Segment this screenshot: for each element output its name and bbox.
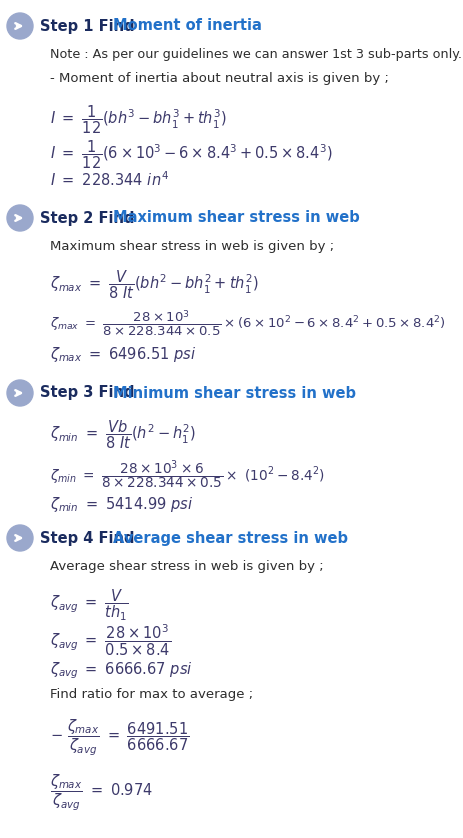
Text: $I \ = \ \dfrac{1}{12}(bh^3 - bh_1^3 + th_1^3)$: $I \ = \ \dfrac{1}{12}(bh^3 - bh_1^3 + t… xyxy=(50,103,227,136)
Text: Minimum shear stress in web: Minimum shear stress in web xyxy=(113,385,356,401)
Circle shape xyxy=(7,13,33,39)
Text: $\zeta_{avg} \ = \ 6666.67 \ psi$: $\zeta_{avg} \ = \ 6666.67 \ psi$ xyxy=(50,660,193,680)
Text: Moment of inertia: Moment of inertia xyxy=(113,18,262,34)
Text: Step 1 Find: Step 1 Find xyxy=(40,18,140,34)
Text: Average shear stress in web: Average shear stress in web xyxy=(113,530,348,546)
Text: Step 3 Find: Step 3 Find xyxy=(40,385,140,401)
Text: Note : As per our guidelines we can answer 1st 3 sub-parts only.: Note : As per our guidelines we can answ… xyxy=(50,48,462,61)
Text: - Moment of inertia about neutral axis is given by ;: - Moment of inertia about neutral axis i… xyxy=(50,72,389,85)
Text: $-\ \dfrac{\zeta_{max}}{\zeta_{avg}} \ = \ \dfrac{6491.51}{6666.67}$: $-\ \dfrac{\zeta_{max}}{\zeta_{avg}} \ =… xyxy=(50,718,189,758)
Circle shape xyxy=(7,525,33,551)
Text: Step 4 Find: Step 4 Find xyxy=(40,530,140,546)
Text: Maximum shear stress in web: Maximum shear stress in web xyxy=(113,210,360,225)
Text: $\zeta_{min} \ = \ 5414.99 \ psi$: $\zeta_{min} \ = \ 5414.99 \ psi$ xyxy=(50,495,194,514)
Text: $\zeta_{max} \ = \ \dfrac{V}{8\ It}(bh^2 - bh_1^2 + th_1^2)$: $\zeta_{max} \ = \ \dfrac{V}{8\ It}(bh^2… xyxy=(50,268,259,301)
Text: $I \ = \ \dfrac{1}{12}(6 \times 10^3 - 6 \times 8.4^3 + 0.5 \times 8.4^3)$: $I \ = \ \dfrac{1}{12}(6 \times 10^3 - 6… xyxy=(50,138,332,171)
Text: $\zeta_{avg} \ = \ \dfrac{28 \times 10^3}{0.5 \times 8.4}$: $\zeta_{avg} \ = \ \dfrac{28 \times 10^3… xyxy=(50,623,171,659)
Circle shape xyxy=(7,380,33,406)
Text: Maximum shear stress in web is given by ;: Maximum shear stress in web is given by … xyxy=(50,240,334,253)
Text: $\zeta_{min} \ = \ \dfrac{Vb}{8\ It}(h^2 - h^2_1)$: $\zeta_{min} \ = \ \dfrac{Vb}{8\ It}(h^2… xyxy=(50,418,196,451)
Circle shape xyxy=(7,205,33,231)
Text: $\zeta_{avg} \ = \ \dfrac{V}{th_1}$: $\zeta_{avg} \ = \ \dfrac{V}{th_1}$ xyxy=(50,588,129,623)
Text: $I \ = \ 228.344 \ in^4$: $I \ = \ 228.344 \ in^4$ xyxy=(50,170,169,189)
Text: Average shear stress in web is given by ;: Average shear stress in web is given by … xyxy=(50,560,324,573)
Text: $\dfrac{\zeta_{max}}{\zeta_{avg}} \ = \ 0.974$: $\dfrac{\zeta_{max}}{\zeta_{avg}} \ = \ … xyxy=(50,773,153,813)
Text: $\zeta_{max} \ = \ 6496.51 \ psi$: $\zeta_{max} \ = \ 6496.51 \ psi$ xyxy=(50,345,196,364)
Text: Find ratio for max to average ;: Find ratio for max to average ; xyxy=(50,688,253,701)
Text: Step 2 Find: Step 2 Find xyxy=(40,210,140,225)
Text: $\zeta_{max} \ = \ \dfrac{28 \times 10^3}{8 \times 228.344 \times 0.5} \times (6: $\zeta_{max} \ = \ \dfrac{28 \times 10^3… xyxy=(50,308,446,338)
Text: $\zeta_{min} \ = \ \dfrac{28 \times 10^3 \times 6}{8 \times 228.344 \times 0.5} : $\zeta_{min} \ = \ \dfrac{28 \times 10^3… xyxy=(50,458,325,491)
